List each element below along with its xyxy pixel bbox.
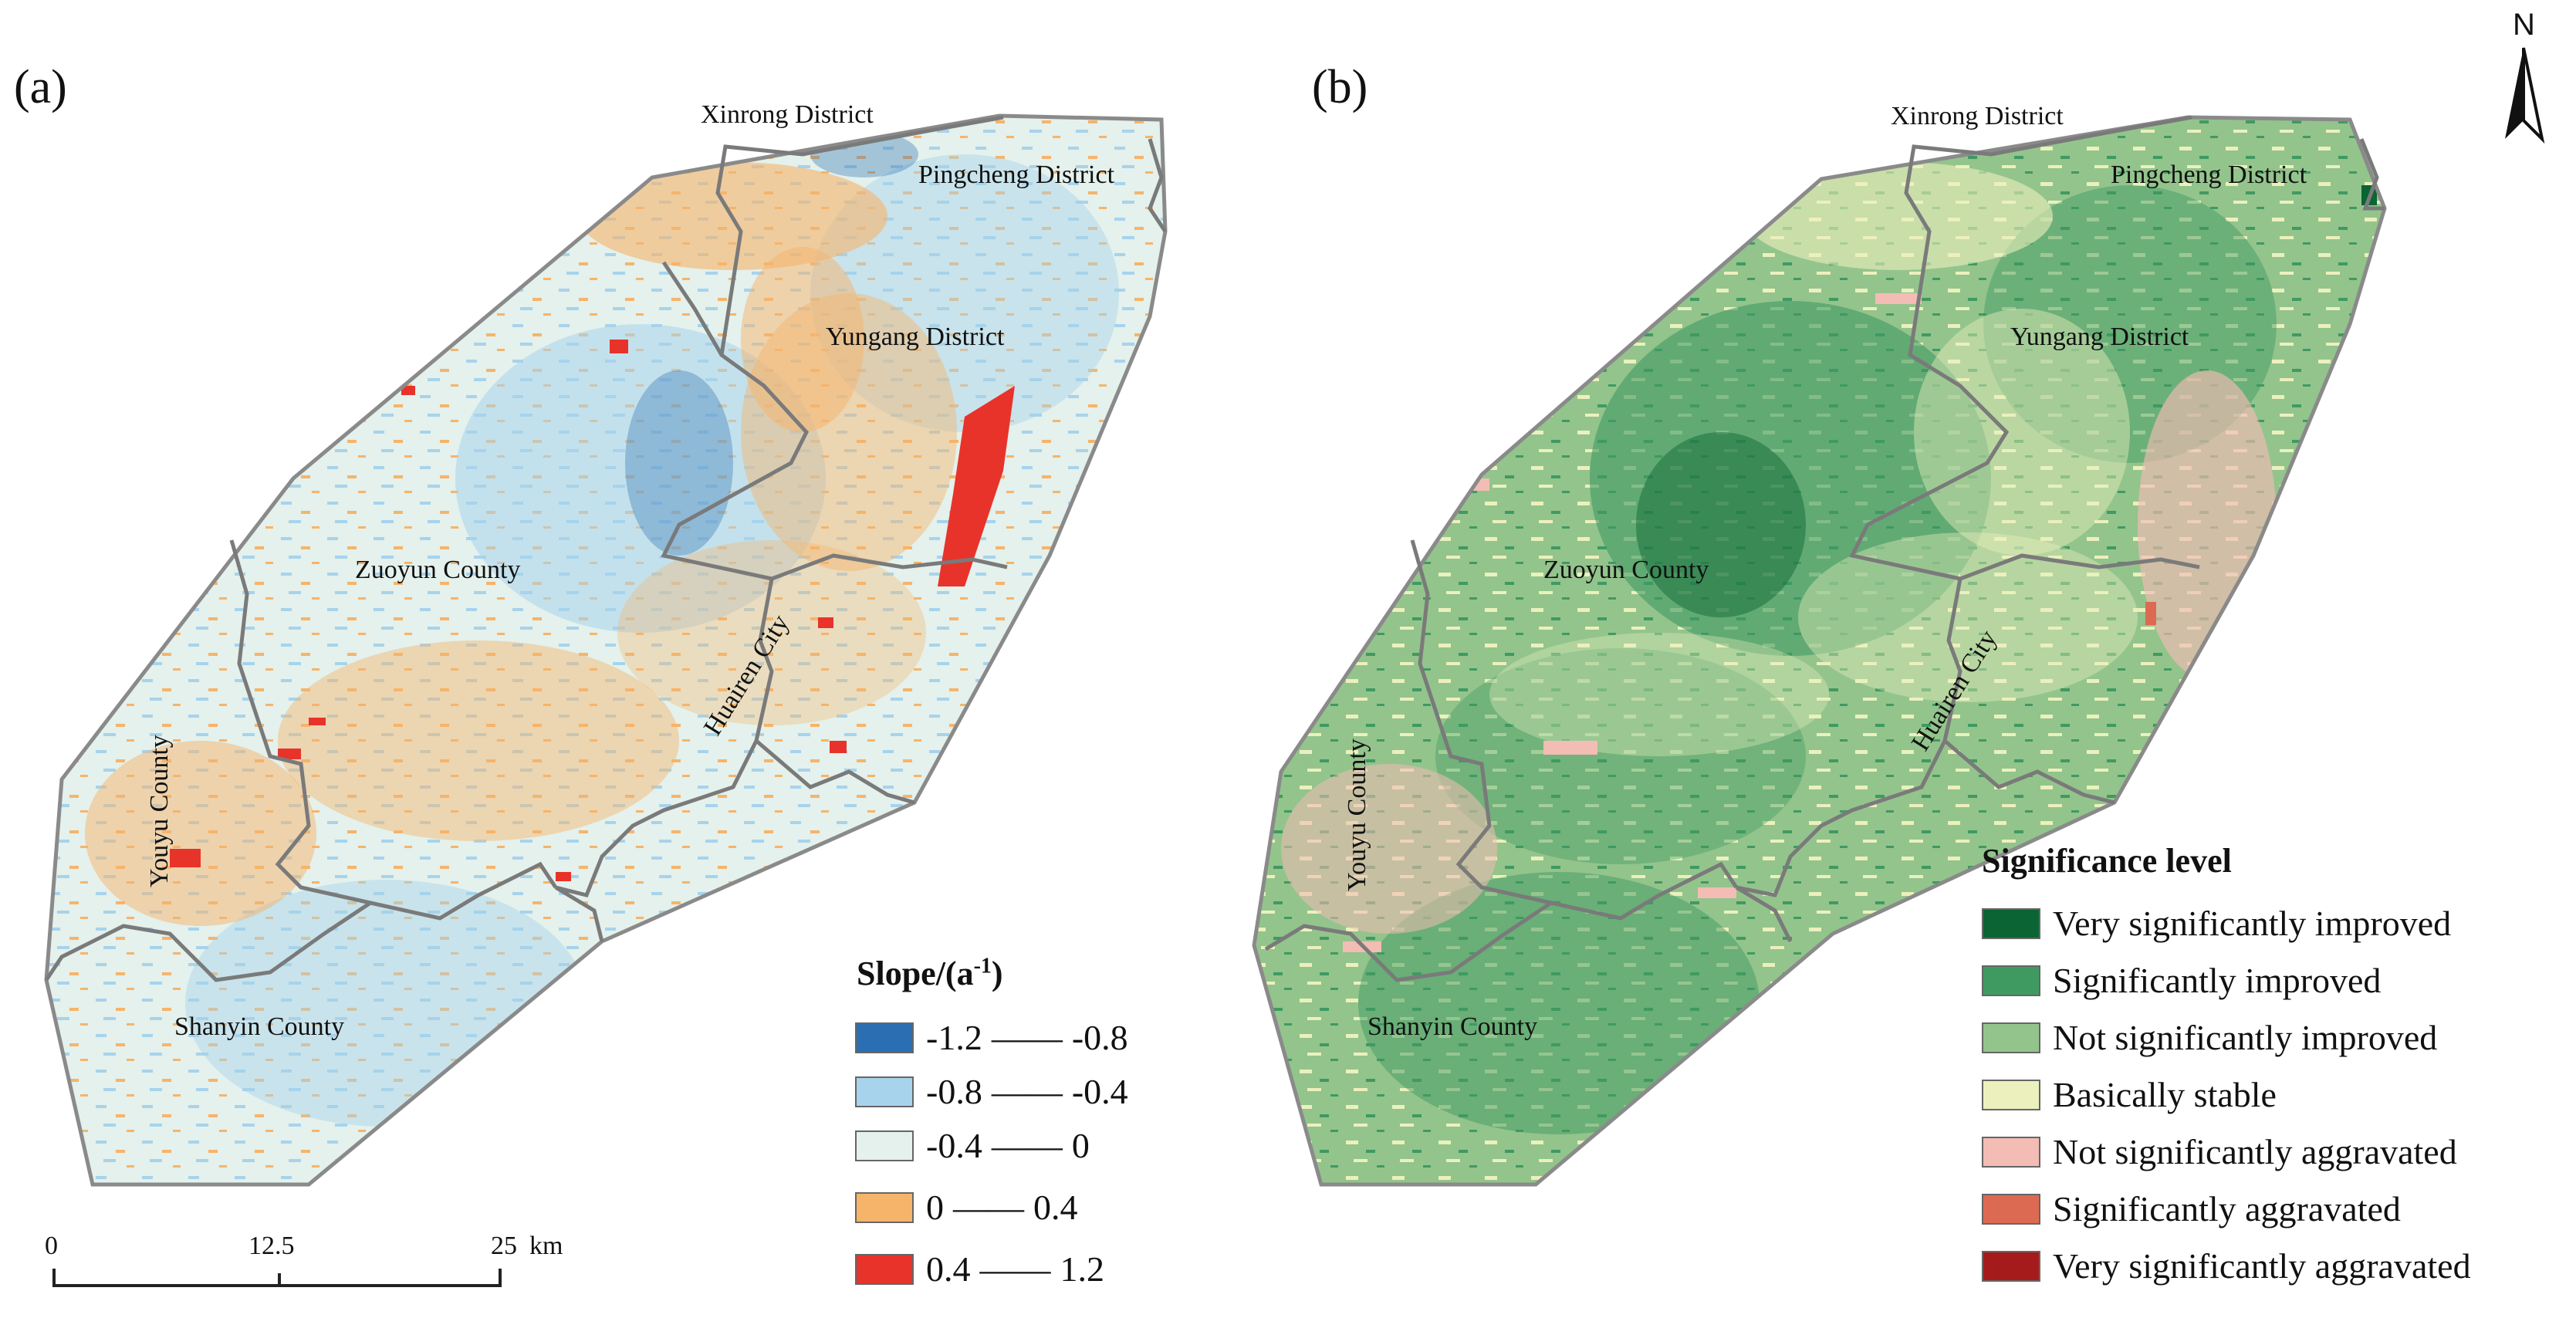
panel-a-label: (a) (14, 61, 67, 113)
legend-swatch (855, 1191, 914, 1223)
scale-unit: km (529, 1232, 563, 1260)
panel-b-outline (1252, 115, 2387, 1187)
place-a-pingcheng: Pingcheng District (918, 161, 1115, 189)
significance-legend-item: Significantly aggravated (1982, 1188, 2401, 1229)
legend-range-to: 1.2 (1060, 1249, 1105, 1289)
slope-legend-title-sup: -1 (973, 954, 992, 978)
panel-a-outline (44, 113, 1168, 1187)
legend-swatch (1982, 1193, 2040, 1225)
slope-legend-item: -0.8 —— -0.4 (855, 1071, 1128, 1112)
legend-range-from: -1.2 (926, 1018, 982, 1057)
slope-legend-item: 0 —— 0.4 (855, 1187, 1078, 1228)
legend-range-from: -0.4 (926, 1126, 982, 1165)
legend-range-from: 0 (926, 1188, 944, 1227)
legend-range-dash: —— (979, 1249, 1051, 1289)
legend-swatch (855, 1022, 914, 1053)
legend-range-dash: —— (991, 1072, 1063, 1111)
scale-tick-0: 0 (45, 1232, 58, 1260)
significance-legend-item: Significantly improved (1982, 960, 2381, 1001)
legend-swatch (1982, 965, 2040, 996)
significance-legend-item: Very significantly improved (1982, 903, 2451, 944)
panel-a-raster (46, 116, 1165, 1185)
legend-label: Very significantly aggravated (2053, 1246, 2471, 1286)
scale-bar (52, 1269, 502, 1287)
legend-range-to: -0.8 (1071, 1018, 1128, 1057)
legend-swatch (1982, 1079, 2040, 1110)
slope-legend-title-text: Slope/(a (857, 955, 974, 992)
place-b-xinrong: Xinrong District (1891, 102, 2064, 130)
legend-range-to: 0 (1071, 1126, 1090, 1165)
legend-swatch (1982, 1136, 2040, 1168)
panel-b-district-boundaries (1264, 115, 2385, 982)
place-a-zuoyun: Zuoyun County (355, 556, 521, 584)
slope-legend-title: Slope/(a-1) (857, 954, 1003, 993)
legend-swatch (1982, 907, 2040, 939)
place-b-yungang: Yungang District (2010, 323, 2189, 351)
legend-range-to: -0.4 (1071, 1072, 1128, 1111)
legend-range-dash: —— (991, 1126, 1063, 1165)
panel-a-district-boundaries (44, 115, 1168, 982)
legend-label: Significantly improved (2053, 961, 2382, 1000)
slope-legend-item: -1.2 —— -0.8 (855, 1017, 1128, 1058)
scale-tick-25: 25 (491, 1232, 517, 1260)
significance-legend-item: Very significantly aggravated (1982, 1245, 2471, 1286)
significance-legend-title: Significance level (1982, 842, 2232, 880)
legend-label: Not significantly improved (2053, 1018, 2438, 1057)
place-a-yungang: Yungang District (826, 323, 1005, 351)
place-a-shanyin: Shanyin County (174, 1012, 345, 1041)
place-a-xinrong: Xinrong District (701, 100, 874, 129)
legend-range-from: -0.8 (926, 1072, 982, 1111)
slope-legend-item: 0.4 —— 1.2 (855, 1249, 1104, 1289)
place-b-pingcheng: Pingcheng District (2111, 161, 2307, 189)
place-b-shanyin: Shanyin County (1367, 1012, 1538, 1041)
panel-b-raster (1254, 117, 2385, 1185)
place-b-zuoyun: Zuoyun County (1543, 556, 1709, 584)
legend-label: Not significantly aggravated (2053, 1132, 2457, 1171)
legend-swatch (855, 1076, 914, 1107)
slope-legend-title-end: ) (991, 955, 1003, 992)
place-a-youyu: Youyu County (145, 735, 174, 887)
north-arrow-icon (2505, 47, 2545, 144)
place-b-youyu: Youyu County (1343, 738, 1371, 891)
legend-range-from: 0.4 (926, 1249, 971, 1289)
legend-swatch (1982, 1250, 2040, 1282)
legend-swatch (855, 1253, 914, 1285)
legend-range-dash: —— (953, 1188, 1024, 1227)
slope-legend-item: -0.4 —— 0 (855, 1125, 1090, 1166)
legend-swatch (1982, 1022, 2040, 1053)
significance-legend-item: Not significantly improved (1982, 1017, 2437, 1058)
legend-range-dash: —— (991, 1018, 1063, 1057)
significance-legend-item: Not significantly aggravated (1982, 1131, 2457, 1172)
legend-label: Significantly aggravated (2053, 1189, 2401, 1228)
legend-swatch (855, 1130, 914, 1161)
significance-legend-item: Basically stable (1982, 1074, 2277, 1115)
legend-label: Basically stable (2053, 1075, 2277, 1114)
legend-range-to: 0.4 (1033, 1188, 1078, 1227)
panel-b-label: (b) (1312, 61, 1368, 113)
north-label: N (2513, 8, 2535, 42)
scale-tick-12-5: 12.5 (248, 1232, 295, 1260)
legend-label: Very significantly improved (2053, 904, 2452, 943)
